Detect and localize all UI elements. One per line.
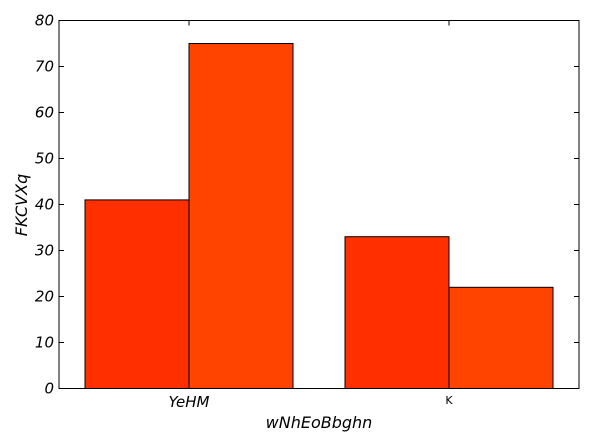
y-axis-label: FKCVXq — [12, 174, 31, 237]
y-tick-label: 0 — [44, 380, 54, 398]
bars-layer — [84, 43, 554, 389]
ticks-layer — [59, 20, 579, 389]
y-tick-labels: 0 10 20 30 40 50 60 70 80 — [35, 12, 54, 398]
y-tick-label: 10 — [35, 334, 54, 352]
bar-k-series-1 — [344, 236, 450, 389]
x-tick-labels: YeHM K — [169, 393, 454, 411]
y-tick-label: 60 — [35, 104, 54, 122]
y-tick-label: 50 — [35, 150, 54, 168]
bar-yehm-series-2 — [188, 43, 294, 389]
y-tick-label: 30 — [35, 242, 54, 260]
x-tick-label-yehm: YeHM — [169, 393, 210, 411]
y-tick-label: 20 — [35, 288, 54, 306]
x-axis-label: wNhEoBbghn — [266, 413, 373, 432]
y-tick-label: 70 — [35, 58, 54, 76]
x-tick-label-k: K — [445, 394, 453, 407]
y-tick-label: 80 — [35, 12, 54, 30]
y-tick-label: 40 — [35, 196, 54, 214]
bar-yehm-series-1 — [84, 199, 190, 389]
bar-k-series-2 — [448, 286, 554, 389]
